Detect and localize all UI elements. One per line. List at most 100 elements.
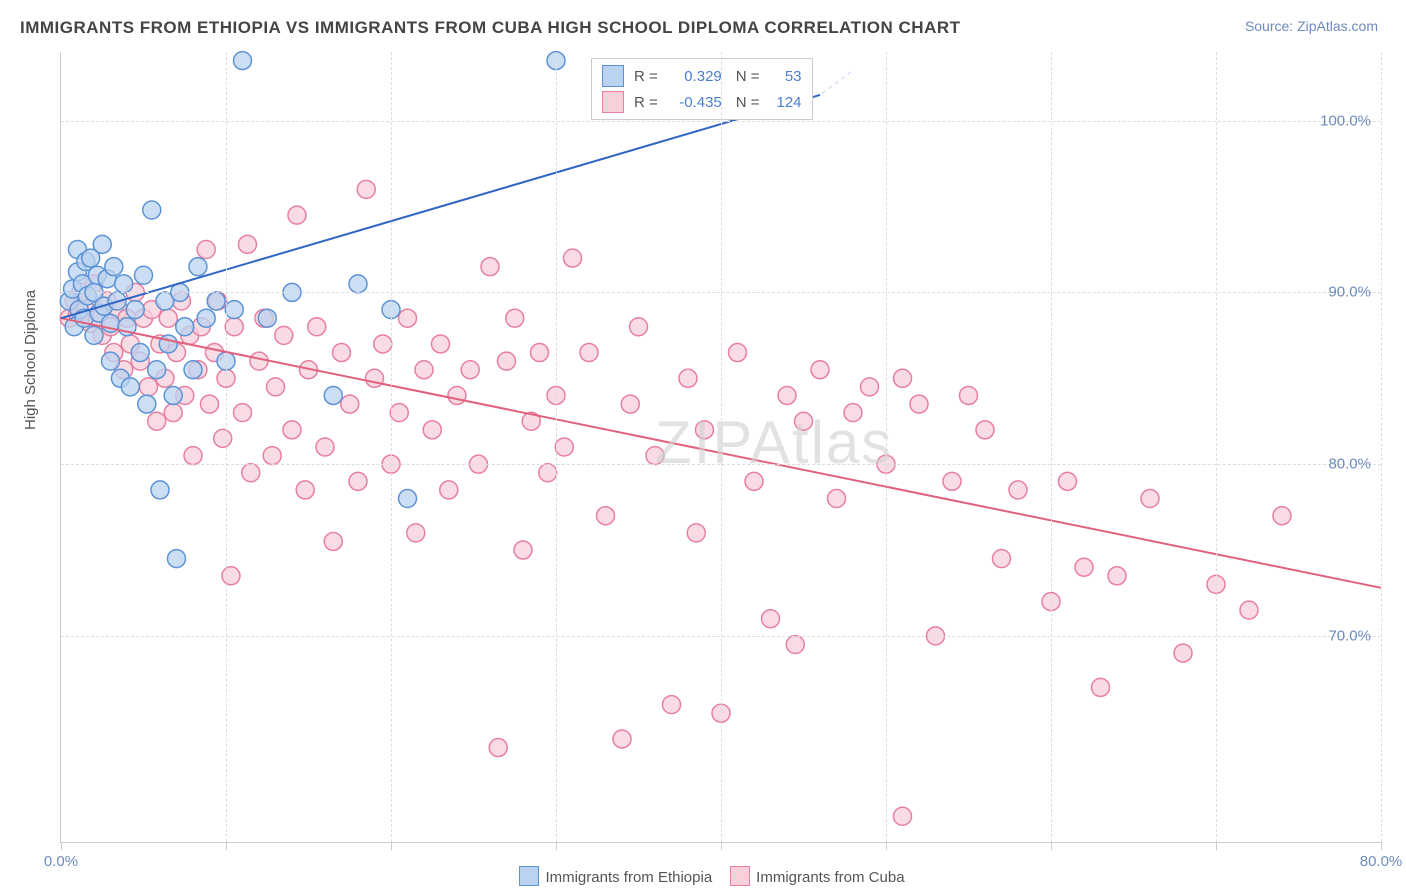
cuba-point [197, 241, 215, 259]
ethiopia-point [168, 550, 186, 568]
ethiopia-point [151, 481, 169, 499]
legend-label-ethiopia: Immigrants from Ethiopia [545, 869, 712, 886]
cuba-point [993, 550, 1011, 568]
vgrid [1051, 52, 1052, 842]
cuba-point [1141, 490, 1159, 508]
cuba-point [234, 404, 252, 422]
x-tick [226, 842, 227, 850]
cuba-point [390, 404, 408, 422]
cuba-point [795, 412, 813, 430]
ethiopia-point [197, 309, 215, 327]
cuba-point [357, 180, 375, 198]
ethiopia-point [93, 235, 111, 253]
ethiopia-point [135, 266, 153, 284]
cuba-point [242, 464, 260, 482]
cuba-point [366, 369, 384, 387]
cuba-point [498, 352, 516, 370]
chart-source: Source: ZipAtlas.com [1245, 18, 1378, 34]
cuba-point [786, 636, 804, 654]
ethiopia-swatch [602, 65, 624, 87]
cuba-point [263, 447, 281, 465]
vgrid [391, 52, 392, 842]
stats-R-label: R = [634, 68, 658, 85]
ethiopia-point [105, 258, 123, 276]
cuba-point [745, 472, 763, 490]
cuba-point [461, 361, 479, 379]
cuba-point [1108, 567, 1126, 585]
cuba-point [679, 369, 697, 387]
cuba-point [597, 507, 615, 525]
vgrid [1216, 52, 1217, 842]
cuba-point [894, 369, 912, 387]
cuba-point [943, 472, 961, 490]
cuba-point [432, 335, 450, 353]
ethiopia-point [131, 344, 149, 362]
ethiopia-point [225, 301, 243, 319]
cuba-point [861, 378, 879, 396]
cuba-point [1009, 481, 1027, 499]
ethiopia-point [143, 201, 161, 219]
cuba-point [148, 412, 166, 430]
ethiopia-point [258, 309, 276, 327]
cuba-point [696, 421, 714, 439]
y-tick-label: 90.0% [1328, 284, 1371, 301]
cuba-point [778, 386, 796, 404]
ethiopia-point [349, 275, 367, 293]
ethiopia-point [126, 301, 144, 319]
cuba-point [316, 438, 334, 456]
cuba-point [222, 567, 240, 585]
cuba-point [514, 541, 532, 559]
x-tick [1216, 842, 1217, 850]
cuba-point [506, 309, 524, 327]
bottom-legend: Immigrants from EthiopiaImmigrants from … [0, 866, 1406, 886]
stats-R-label: R = [634, 94, 658, 111]
cuba-point [407, 524, 425, 542]
cuba-point [976, 421, 994, 439]
cuba-point [1240, 601, 1258, 619]
cuba-point [440, 481, 458, 499]
cuba-point [630, 318, 648, 336]
cuba-point [333, 344, 351, 362]
stats-R-value-cuba: -0.435 [664, 94, 722, 111]
y-tick-label: 80.0% [1328, 456, 1371, 473]
cuba-point [341, 395, 359, 413]
cuba-point [481, 258, 499, 276]
cuba-point [762, 610, 780, 628]
cuba-point [960, 386, 978, 404]
cuba-point [1174, 644, 1192, 662]
cuba-point [349, 472, 367, 490]
cuba-point [687, 524, 705, 542]
ethiopia-point [115, 275, 133, 293]
cuba-point [1092, 678, 1110, 696]
stats-N-label: N = [736, 68, 760, 85]
stats-N-value-ethiopia: 53 [766, 68, 802, 85]
cuba-point [267, 378, 285, 396]
chart-title: IMMIGRANTS FROM ETHIOPIA VS IMMIGRANTS F… [20, 18, 961, 38]
cuba-point [489, 739, 507, 757]
cuba-point [159, 309, 177, 327]
cuba-point [225, 318, 243, 336]
ethiopia-point [207, 292, 225, 310]
stats-R-value-ethiopia: 0.329 [664, 68, 722, 85]
cuba-point [910, 395, 928, 413]
y-axis-label: High School Diploma [22, 290, 39, 430]
cuba-point [613, 730, 631, 748]
cuba-point [811, 361, 829, 379]
cuba-point [539, 464, 557, 482]
ethiopia-point [164, 386, 182, 404]
stats-legend-box: R =0.329N =53R =-0.435N =124 [591, 58, 813, 120]
stats-row-cuba: R =-0.435N =124 [592, 89, 812, 115]
x-tick [1381, 842, 1382, 850]
cuba-point [844, 404, 862, 422]
cuba-point [621, 395, 639, 413]
stats-N-value-cuba: 124 [766, 94, 802, 111]
vgrid [226, 52, 227, 842]
cuba-point [580, 344, 598, 362]
vgrid [556, 52, 557, 842]
cuba-point [250, 352, 268, 370]
cuba-point [201, 395, 219, 413]
stats-connector [820, 72, 851, 95]
cuba-point [374, 335, 392, 353]
cuba-point [308, 318, 326, 336]
ethiopia-point [399, 490, 417, 508]
